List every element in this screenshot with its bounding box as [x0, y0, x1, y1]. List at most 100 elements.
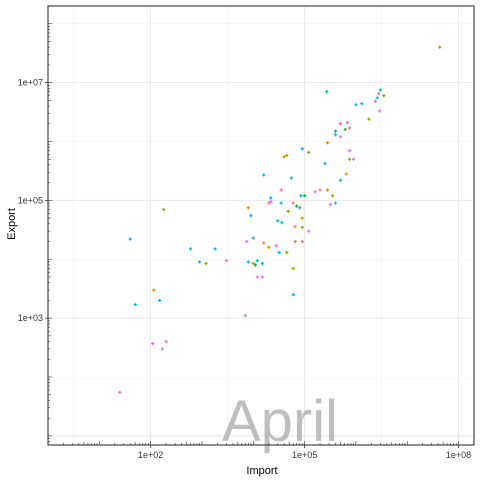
data-point	[378, 88, 382, 92]
data-point	[279, 201, 283, 205]
data-point	[295, 204, 299, 208]
data-point	[300, 239, 304, 244]
data-point	[251, 261, 255, 265]
data-point	[333, 129, 338, 133]
y-axis: 1e+03 1e+05 1e+07	[18, 5, 52, 446]
data-point	[279, 188, 283, 192]
data-point	[291, 266, 295, 270]
y-tick-label: 1e+05	[18, 195, 43, 205]
data-point	[347, 126, 352, 130]
data-point	[162, 207, 166, 212]
data-point	[269, 196, 273, 200]
data-point	[293, 239, 297, 244]
data-point	[291, 293, 295, 297]
data-point	[198, 260, 202, 264]
data-point	[325, 141, 330, 145]
plot-panel-border	[47, 5, 475, 446]
data-point	[438, 45, 442, 49]
data-point	[158, 298, 162, 302]
data-point	[249, 214, 253, 218]
data-point	[375, 96, 379, 100]
grid	[48, 6, 474, 445]
data-point	[318, 188, 322, 192]
data-point	[313, 190, 317, 194]
x-axis-title: Import	[246, 465, 277, 477]
data-point	[347, 157, 352, 161]
data-point	[260, 275, 264, 279]
data-point	[253, 263, 257, 267]
data-point	[338, 178, 343, 182]
data-point	[243, 314, 247, 318]
watermark-label: April	[222, 389, 338, 454]
data-point	[382, 94, 386, 98]
data-point	[300, 147, 304, 151]
data-point	[291, 201, 295, 205]
data-point	[330, 194, 335, 198]
data-point	[277, 250, 281, 255]
data-point	[280, 220, 284, 225]
data-point	[300, 225, 304, 229]
data-point	[152, 288, 156, 292]
data-point	[267, 245, 271, 249]
data-point	[325, 90, 329, 94]
data-point	[354, 103, 358, 107]
data-point	[255, 258, 259, 263]
data-point	[338, 122, 343, 126]
data-point	[276, 219, 280, 223]
data-point	[151, 341, 155, 346]
data-point	[160, 347, 165, 351]
data-point	[164, 339, 168, 344]
data-point	[360, 101, 364, 106]
data-point	[285, 153, 289, 158]
y-axis-title: Export	[6, 208, 18, 240]
data-point	[377, 92, 381, 96]
data-point	[286, 209, 290, 213]
data-point	[224, 258, 229, 263]
data-point	[347, 149, 352, 153]
y-tick-label: 1e+03	[18, 313, 43, 323]
data-point	[188, 247, 193, 251]
x-axis: 1e+02 1e+05 1e+08	[47, 441, 475, 460]
data-point	[267, 201, 271, 205]
data-point	[333, 201, 338, 205]
data-point	[328, 202, 333, 207]
data-point	[269, 200, 273, 204]
data-point	[260, 261, 264, 265]
data-point	[307, 150, 311, 155]
data-point	[351, 157, 356, 161]
data-point	[246, 260, 250, 264]
data-point	[245, 239, 249, 244]
data-point	[333, 133, 338, 137]
x-tick-label: 1e+08	[446, 450, 471, 460]
data-point	[204, 261, 208, 265]
data-point	[251, 236, 255, 240]
data-point	[262, 173, 266, 177]
data-point	[323, 162, 327, 166]
x-tick-label: 1e+05	[292, 450, 317, 460]
data-point	[345, 120, 349, 125]
data-point	[255, 275, 259, 279]
data-point	[262, 241, 266, 245]
data-point	[285, 250, 289, 255]
data-point	[299, 194, 303, 198]
data-point	[300, 216, 304, 220]
data-point	[298, 206, 302, 210]
data-point	[289, 176, 293, 180]
y-tick-label: 1e+07	[18, 78, 43, 88]
data-point	[128, 237, 132, 241]
data-point	[367, 117, 371, 121]
data-point	[338, 135, 343, 139]
data-point	[325, 188, 330, 192]
data-point	[246, 206, 250, 210]
data-point	[302, 194, 307, 198]
data-point	[373, 99, 378, 103]
data-point	[344, 172, 348, 176]
data-point	[293, 224, 297, 229]
data-point	[343, 127, 347, 132]
data-point	[282, 155, 286, 159]
data-points	[118, 45, 442, 394]
data-point	[274, 244, 278, 248]
data-point	[307, 229, 311, 233]
